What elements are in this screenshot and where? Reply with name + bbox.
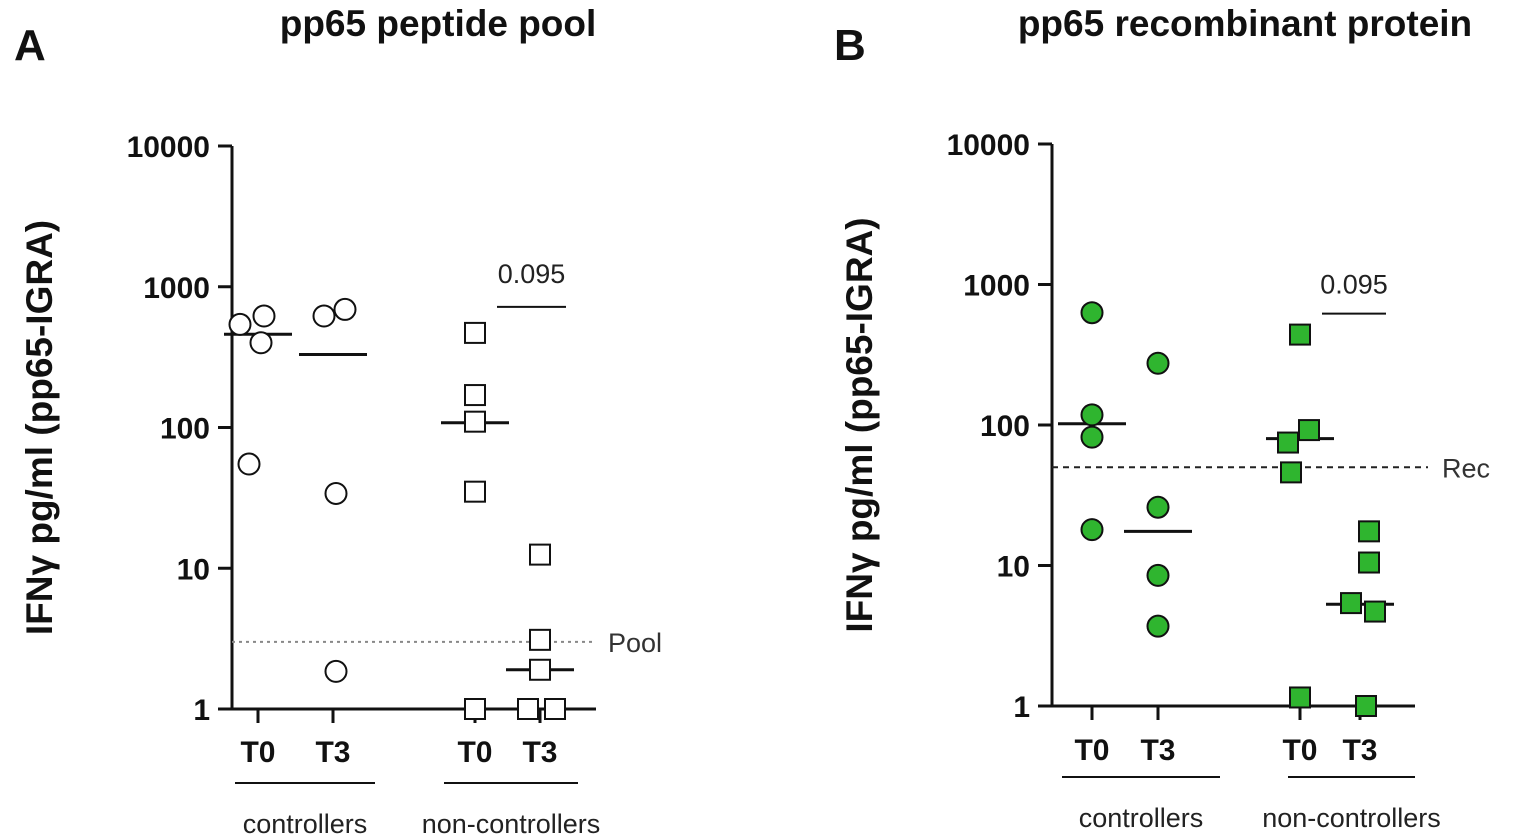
data-point-circle	[324, 481, 348, 505]
x-tick-label: T3	[1342, 734, 1377, 767]
y-axis-label: IFNγ pg/ml (pp65-IGRA)	[839, 217, 880, 632]
y-tick-label: 100	[160, 413, 210, 446]
annotation-label: 0.095	[1320, 270, 1388, 300]
y-axis-label: IFNγ pg/ml (pp65-IGRA)	[19, 220, 60, 635]
data-point-square	[1355, 695, 1377, 717]
data-point-square	[1364, 600, 1386, 623]
data-point-square	[529, 658, 551, 681]
data-point-circle	[1080, 425, 1104, 449]
data-point-circle	[1080, 301, 1104, 325]
threshold-label: Rec	[1442, 453, 1490, 483]
data-point-square	[464, 698, 486, 720]
data-point-square	[529, 628, 551, 651]
chart-title: pp65 peptide pool	[280, 3, 597, 44]
data-point-circle	[228, 312, 252, 336]
y-tick-label: 1	[1013, 691, 1030, 724]
data-point-square	[1358, 520, 1380, 543]
group-label: non-controllers	[1262, 803, 1441, 833]
data-point-square	[1280, 461, 1302, 484]
data-point-circle	[1080, 518, 1104, 542]
data-point-circle	[237, 452, 261, 476]
y-tick-label: 1000	[143, 272, 210, 305]
y-tick-label: 100	[980, 410, 1030, 443]
data-point-circle	[1146, 351, 1170, 375]
data-point-square	[1358, 551, 1380, 574]
x-tick-label: T3	[522, 736, 557, 769]
y-tick-label: 10	[997, 551, 1030, 584]
data-point-square	[1340, 592, 1362, 615]
panel-letter: B	[834, 21, 866, 70]
x-tick-label: T3	[1140, 734, 1175, 767]
y-tick-label: 10000	[127, 131, 210, 164]
group-label: controllers	[1079, 803, 1204, 833]
data-point-circle	[1146, 614, 1170, 638]
data-point-circle	[1080, 403, 1104, 427]
data-point-square	[1289, 686, 1311, 709]
y-tick-label: 10000	[947, 129, 1030, 162]
group-label: non-controllers	[422, 809, 601, 839]
data-point-square	[464, 410, 486, 433]
x-tick-label: T0	[240, 736, 275, 769]
y-tick-label: 1	[193, 694, 210, 727]
x-tick-label: T0	[457, 736, 492, 769]
data-point-circle	[333, 297, 357, 321]
data-point-square	[1298, 419, 1320, 442]
data-point-square	[517, 698, 539, 720]
y-tick-label: 1000	[963, 270, 1030, 303]
data-point-square	[544, 698, 566, 720]
panel-letter: A	[14, 21, 46, 70]
data-point-circle	[252, 304, 276, 328]
data-point-square	[529, 543, 551, 566]
x-tick-label: T0	[1074, 734, 1109, 767]
data-point-circle	[1146, 495, 1170, 519]
data-point-circle	[324, 659, 348, 683]
x-tick-label: T3	[315, 736, 350, 769]
data-point-square	[1277, 431, 1299, 454]
data-point-circle	[312, 304, 336, 328]
data-point-square	[464, 480, 486, 503]
x-tick-label: T0	[1282, 734, 1317, 767]
group-label: controllers	[243, 809, 368, 839]
data-point-square	[464, 321, 486, 344]
data-point-circle	[249, 331, 273, 355]
data-point-square	[1289, 323, 1311, 346]
y-tick-label: 10	[177, 553, 210, 586]
annotation-label: 0.095	[498, 259, 566, 289]
chart-title: pp65 recombinant protein	[1018, 3, 1472, 44]
data-point-square	[464, 384, 486, 407]
threshold-label: Pool	[608, 628, 662, 658]
data-point-circle	[1146, 563, 1170, 587]
